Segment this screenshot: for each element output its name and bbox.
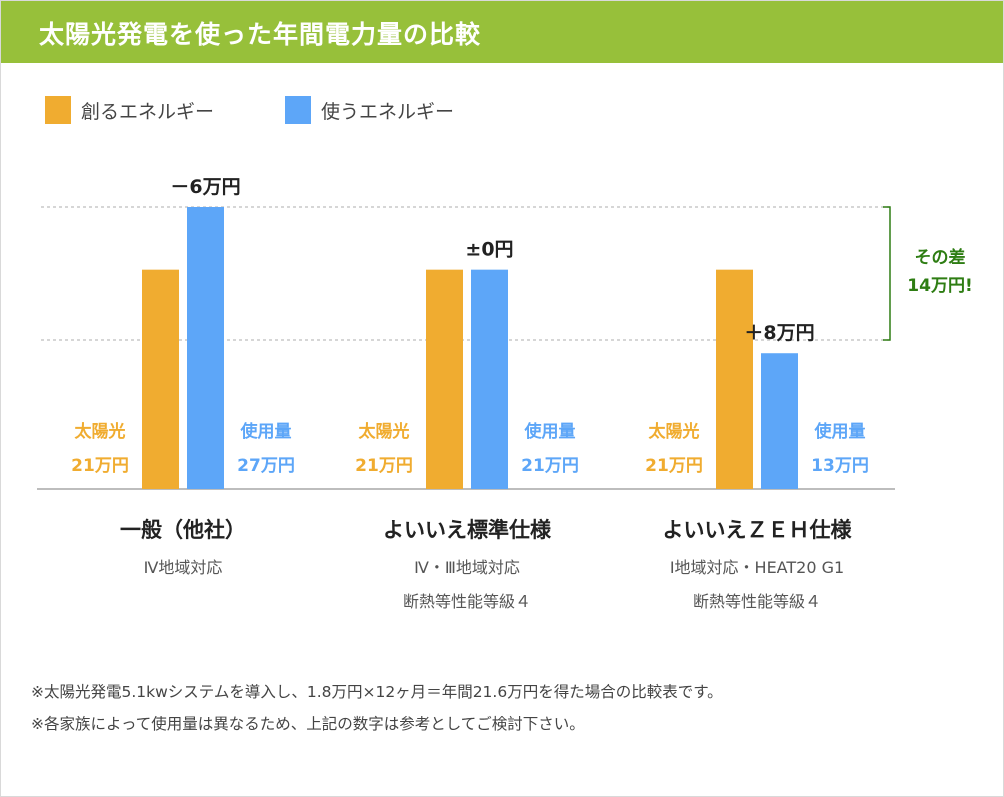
bar-create-zeh <box>716 269 753 489</box>
legend-label-create: 創るエネルギー <box>81 101 214 123</box>
legend-swatch-create <box>45 96 71 124</box>
create-label-title-standard: 太陽光 <box>359 421 410 442</box>
category-note-standard-2: 断熱等性能等級４ <box>403 592 531 611</box>
category-label-standard: よいいえ標準仕様 <box>383 518 552 542</box>
footnote-2: ※各家族によって使用量は異なるため、上記の数字は参考としてご検討下さい。 <box>31 715 585 733</box>
category-note-standard-1: Ⅳ・Ⅲ地域対応 <box>414 558 520 577</box>
legend-label-use: 使うエネルギー <box>321 101 454 123</box>
create-label-title-general: 太陽光 <box>75 421 126 442</box>
bar-use-standard <box>471 269 508 489</box>
category-note-general-1: Ⅳ地域対応 <box>144 558 223 577</box>
bar-create-standard <box>426 269 463 489</box>
create-value-label-standard: 21万円 <box>355 456 413 476</box>
create-value-label-zeh: 21万円 <box>645 456 703 476</box>
use-label-title-general: 使用量 <box>240 421 292 442</box>
difference-annotation-line1: その差 <box>915 247 966 268</box>
create-value-label-general: 21万円 <box>71 456 129 476</box>
use-label-title-zeh: 使用量 <box>814 421 866 442</box>
use-value-label-zeh: 13万円 <box>811 456 869 476</box>
category-label-general: 一般（他社） <box>120 518 246 542</box>
use-value-label-general: 27万円 <box>237 456 295 476</box>
legend-swatch-use <box>285 96 311 124</box>
use-label-title-standard: 使用量 <box>524 421 576 442</box>
difference-label-zeh: ＋8万円 <box>744 322 814 344</box>
header-bar: 太陽光発電を使った年間電力量の比較 <box>1 1 1003 63</box>
difference-label-general: －6万円 <box>170 176 240 198</box>
bar-chart: 創るエネルギー 使うエネルギー その差 14万円! －6万円 太陽光 21万円 … <box>37 96 973 611</box>
bar-use-general <box>187 207 224 489</box>
bar-create-general <box>142 269 179 489</box>
use-value-label-standard: 21万円 <box>521 456 579 476</box>
page-title: 太陽光発電を使った年間電力量の比較 <box>39 20 482 49</box>
difference-bracket <box>883 206 891 341</box>
difference-label-standard: ±0円 <box>465 239 513 261</box>
create-label-title-zeh: 太陽光 <box>649 421 700 442</box>
difference-annotation-line2: 14万円! <box>907 276 972 296</box>
category-note-zeh-1: Ⅰ地域対応・HEAT20 G1 <box>670 558 844 577</box>
footnote-1: ※太陽光発電5.1kwシステムを導入し、1.8万円×12ヶ月＝年間21.6万円を… <box>31 683 723 701</box>
bar-use-zeh <box>761 353 798 489</box>
category-label-zeh: よいいえＺＥＨ仕様 <box>663 518 853 542</box>
category-note-zeh-2: 断熱等性能等級４ <box>693 592 821 611</box>
